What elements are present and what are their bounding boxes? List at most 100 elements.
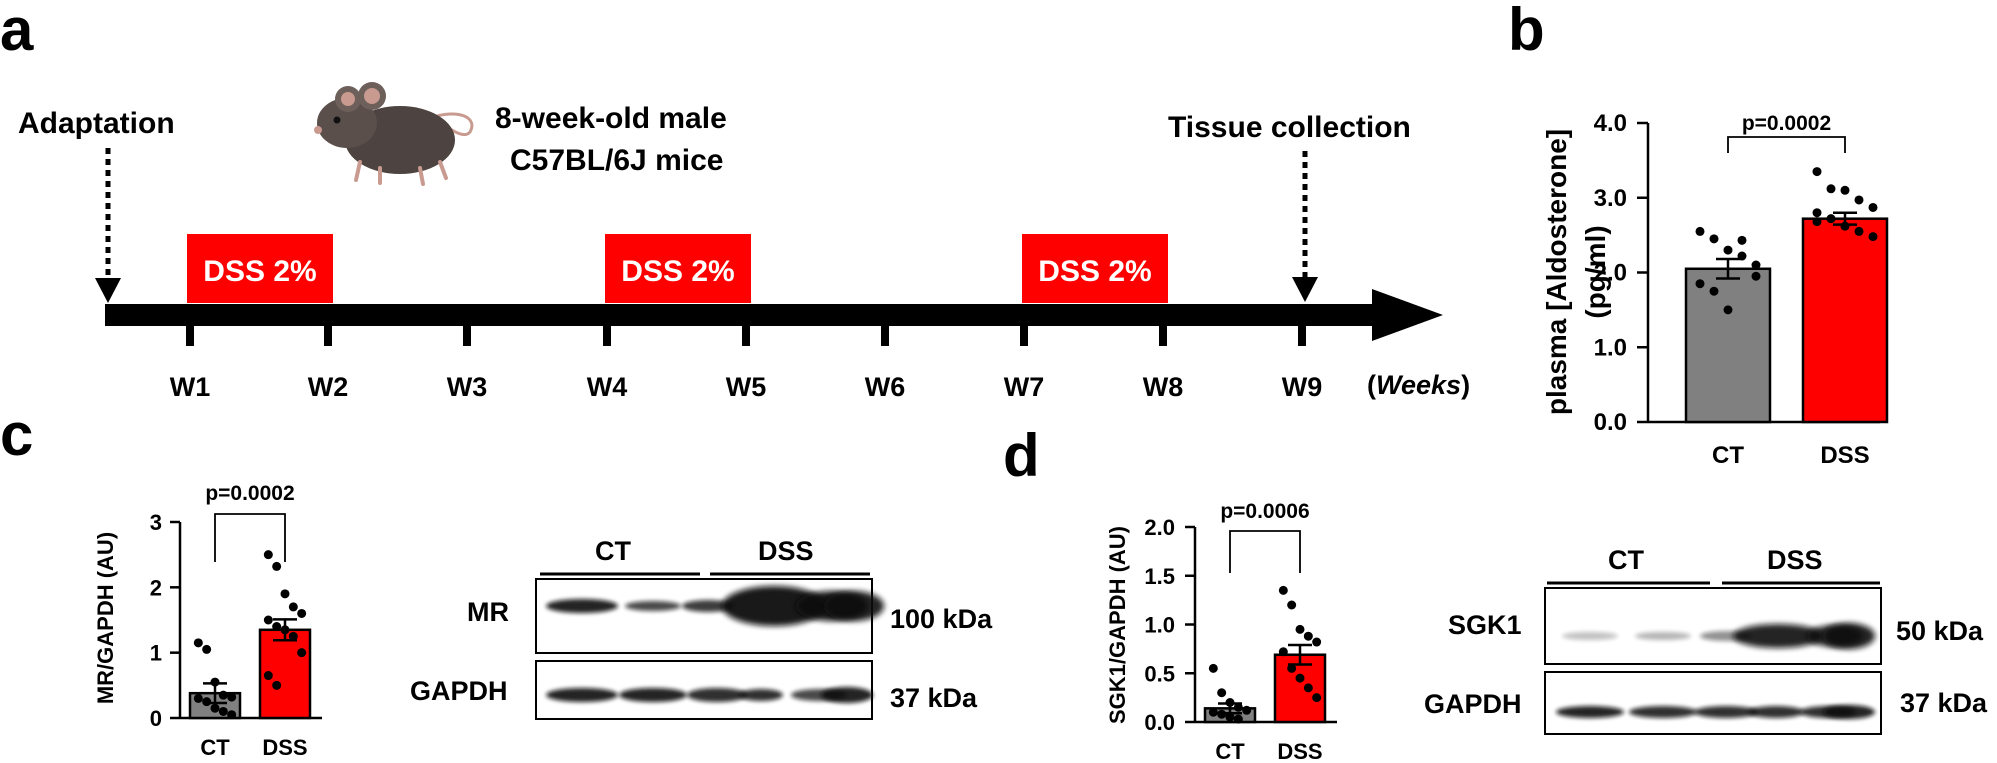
blot-c-loading-label: GAPDH: [410, 676, 508, 706]
category-label-ct: CT: [1215, 739, 1245, 763]
blot-band: [682, 600, 734, 612]
week-tick: [881, 326, 889, 346]
data-point: [1233, 714, 1243, 724]
p-value-label: p=0.0002: [1742, 112, 1831, 135]
blot-c-group-dss: DSS: [758, 536, 814, 566]
data-point: [1868, 232, 1878, 242]
data-point: [227, 710, 237, 720]
chart-aldosterone: 0.0 1.0 2.0 3.0 4.0 plasma [Aldosterone] (pg/m…: [1541, 110, 1889, 469]
y-tick-label: 4.0: [1594, 110, 1627, 137]
data-point: [272, 561, 282, 571]
dss-box-label: DSS 2%: [1038, 255, 1151, 288]
week-tick: [603, 326, 611, 346]
week-label: W6: [865, 372, 906, 402]
bar-dss: [1801, 217, 1889, 424]
data-point: [1709, 286, 1719, 296]
week-label: W9: [1282, 372, 1323, 402]
data-point: [1695, 279, 1705, 289]
week-labels: W1 W2 W3 W4 W5 W6 W7 W8 W9: [170, 372, 1323, 402]
data-point: [1695, 226, 1705, 236]
weeks-unit-open: (: [1367, 370, 1376, 400]
blot-band: [619, 688, 687, 702]
western-blot-c: CT DSS MR 100 kDa GAPDH 37 kDa: [410, 536, 993, 720]
week-tick: [1298, 326, 1306, 346]
western-blot-d: CT DSS SGK1 50 kDa GAPDH 37 kDa: [1424, 545, 1988, 735]
week-tick: [1159, 326, 1167, 346]
blot-band: [722, 586, 826, 626]
week-label: W5: [726, 372, 767, 402]
data-point: [288, 602, 298, 612]
y-axis-title: SGK1/GAPDH (AU): [1105, 526, 1130, 724]
data-point: [1303, 631, 1313, 641]
data-point: [1737, 235, 1747, 245]
blot-band: [687, 688, 747, 702]
y-tick-label: 1.0: [1594, 334, 1627, 361]
blot-band: [1748, 706, 1804, 718]
y-tick-label: 2.0: [1144, 515, 1175, 540]
week-tick: [1020, 326, 1028, 346]
dss-box: [1022, 234, 1168, 303]
significance-bracket: [1727, 136, 1846, 153]
blot-band: [1562, 632, 1618, 640]
data-point: [288, 631, 298, 641]
blot-d-gapdh-membrane: [1544, 671, 1882, 735]
weeks-unit-word: Weeks: [1376, 370, 1461, 400]
blot-d-group-ct: CT: [1608, 545, 1644, 575]
y-tick-label: 1: [150, 641, 162, 666]
data-point: [1295, 673, 1305, 683]
data-point: [1854, 226, 1864, 236]
weeks-unit-close: ): [1461, 370, 1470, 400]
data-point: [1278, 647, 1288, 657]
week-tick: [324, 326, 332, 346]
data-point: [1233, 702, 1243, 712]
blot-d-protein-kda: 50 kDa: [1896, 616, 1984, 646]
data-point: [1278, 585, 1288, 595]
panel-label-a: a: [0, 0, 34, 63]
data-point: [1868, 202, 1878, 212]
data-point: [297, 648, 307, 658]
p-value-label: p=0.0002: [205, 482, 294, 505]
chart-mr-gapdh: 0 1 2 3 MR/GAPDH (AU) CT DSS p=0.0002: [93, 482, 322, 760]
blot-c-mr-bands: [546, 586, 884, 626]
blot-band: [546, 599, 618, 613]
mouse-description-line1: 8-week-old male: [495, 102, 727, 135]
mouse-illustration: [314, 82, 474, 186]
timeline-axis: [105, 304, 1380, 326]
data-point: [272, 680, 282, 690]
data-point: [218, 706, 228, 716]
week-label: W8: [1143, 372, 1184, 402]
category-label-dss: DSS: [1277, 739, 1322, 763]
data-point: [1737, 251, 1747, 261]
y-tick-label: 3.0: [1594, 185, 1627, 212]
data-point: [1723, 245, 1733, 255]
category-label-ct: CT: [200, 735, 230, 760]
data-point: [263, 550, 273, 560]
data-point: [1840, 221, 1850, 231]
data-point: [272, 622, 282, 632]
y-tick-label: 0: [150, 706, 162, 731]
y-axis-title: MR/GAPDH (AU): [93, 532, 118, 704]
adaptation-label: Adaptation: [18, 107, 175, 140]
y-tick-label: 3: [150, 510, 162, 535]
week-label: W2: [308, 372, 349, 402]
significance-bracket: [214, 513, 286, 562]
blot-band: [1629, 706, 1697, 718]
data-point: [1208, 663, 1218, 673]
timeline-arrowhead: [1372, 289, 1443, 341]
data-point: [1812, 167, 1822, 177]
data-point: [1854, 195, 1864, 205]
blot-band: [625, 601, 681, 611]
week-label: W1: [170, 372, 211, 402]
dss-treatment-boxes: DSS 2% DSS 2% DSS 2%: [187, 234, 1168, 303]
y-axis-title-line2: (pg/ml): [1580, 225, 1611, 318]
week-label: W3: [447, 372, 488, 402]
data-point: [193, 693, 203, 703]
adaptation-arrowhead: [95, 278, 121, 303]
data-point: [263, 671, 273, 681]
week-label: W4: [587, 372, 628, 402]
data-point: [297, 608, 307, 618]
y-tick-label: 0.0: [1594, 409, 1627, 436]
blot-d-group-dss: DSS: [1767, 545, 1823, 575]
data-point: [1812, 208, 1822, 218]
week-tick: [742, 326, 750, 346]
